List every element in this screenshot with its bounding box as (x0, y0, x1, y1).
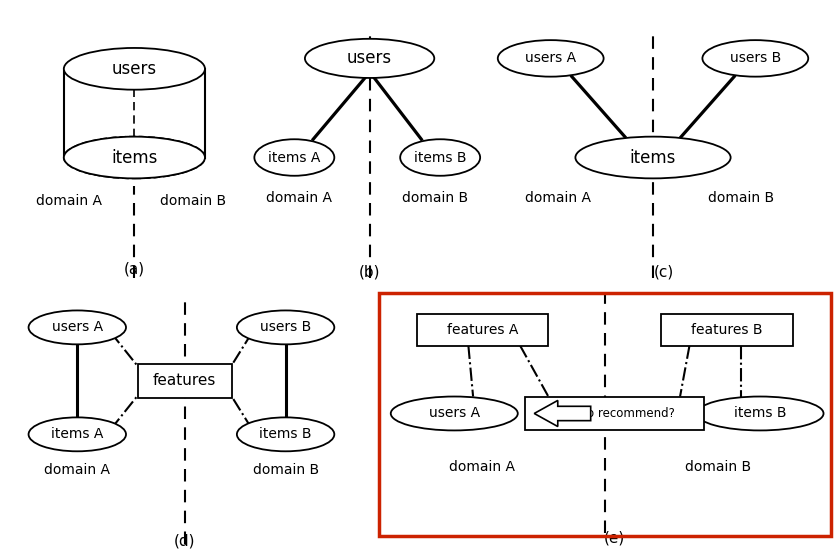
Ellipse shape (305, 39, 434, 78)
Text: users: users (112, 60, 157, 78)
Ellipse shape (498, 40, 604, 77)
Text: items B: items B (414, 150, 466, 164)
FancyBboxPatch shape (525, 396, 704, 431)
Text: users A: users A (52, 320, 102, 335)
Text: items: items (111, 149, 158, 166)
Text: domain A: domain A (266, 191, 332, 205)
Text: users: users (347, 49, 392, 67)
Ellipse shape (64, 137, 205, 178)
Ellipse shape (29, 417, 126, 451)
FancyBboxPatch shape (417, 314, 549, 346)
Text: How to recommend?: How to recommend? (554, 407, 675, 420)
FancyBboxPatch shape (661, 314, 793, 346)
Ellipse shape (29, 310, 126, 344)
Text: domain B: domain B (685, 461, 751, 475)
Text: domain A: domain A (35, 194, 102, 208)
Text: features: features (153, 374, 217, 388)
Text: domain A: domain A (525, 191, 591, 205)
Ellipse shape (255, 139, 334, 176)
Text: features A: features A (447, 323, 518, 337)
Ellipse shape (702, 40, 808, 77)
Text: (a): (a) (123, 262, 145, 277)
Text: users B: users B (730, 52, 781, 65)
Text: users A: users A (525, 52, 576, 65)
Ellipse shape (237, 417, 334, 451)
Ellipse shape (400, 139, 480, 176)
Text: items A: items A (51, 427, 103, 441)
Text: items B: items B (260, 427, 312, 441)
Text: domain B: domain B (402, 191, 469, 205)
Text: (e): (e) (604, 531, 625, 546)
Text: (c): (c) (654, 264, 674, 280)
Text: domain A: domain A (449, 461, 516, 475)
Text: domain B: domain B (708, 191, 774, 205)
Text: features B: features B (691, 323, 763, 337)
Ellipse shape (237, 310, 334, 344)
Ellipse shape (391, 396, 517, 431)
Text: users A: users A (428, 406, 480, 421)
Text: domain A: domain A (45, 463, 110, 477)
Ellipse shape (696, 396, 823, 431)
FancyBboxPatch shape (138, 364, 232, 398)
Text: users B: users B (260, 320, 312, 335)
Text: items: items (630, 149, 676, 166)
Ellipse shape (64, 48, 205, 90)
Text: (b): (b) (359, 264, 381, 280)
Text: (d): (d) (174, 533, 196, 548)
Text: domain B: domain B (160, 194, 226, 208)
Text: items A: items A (268, 150, 321, 164)
Text: items B: items B (734, 406, 786, 421)
Text: domain B: domain B (253, 463, 318, 477)
FancyArrow shape (534, 401, 591, 426)
Ellipse shape (575, 137, 731, 178)
